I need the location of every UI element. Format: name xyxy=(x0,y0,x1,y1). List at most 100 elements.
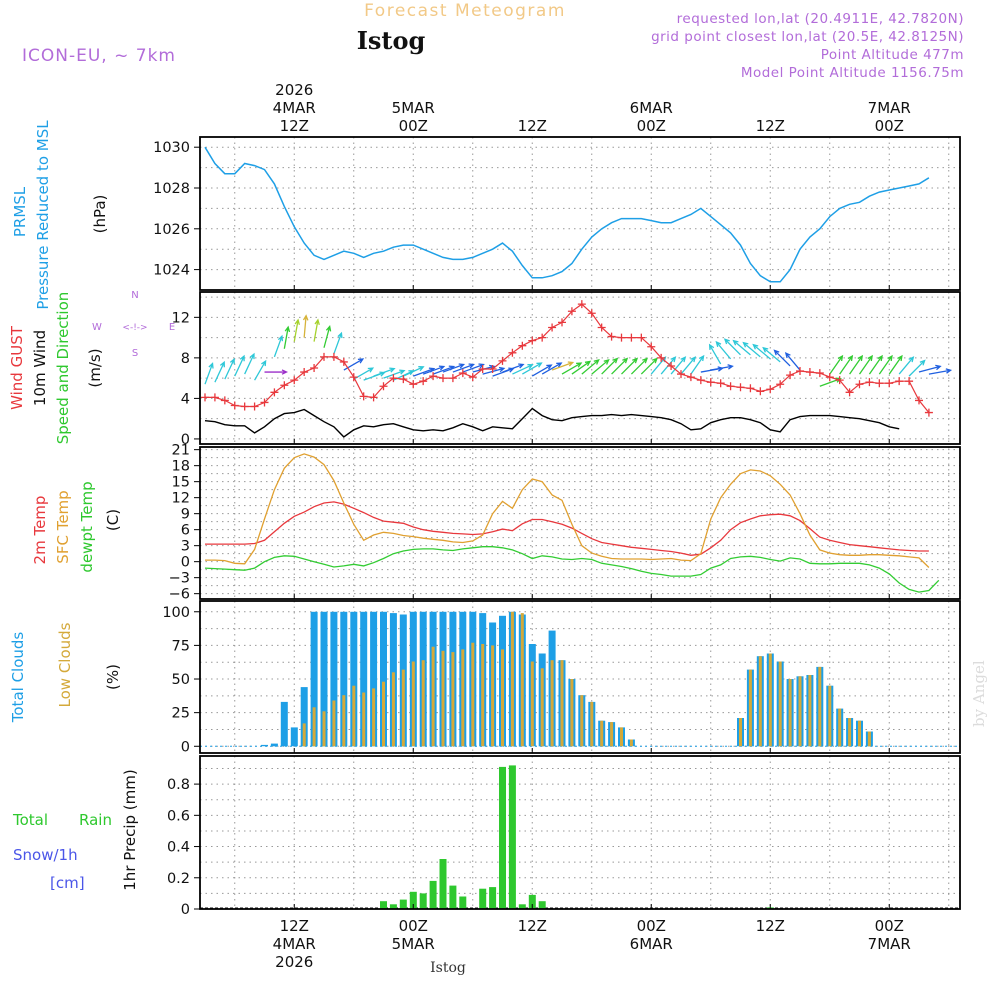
wind-arrow xyxy=(888,354,903,375)
low-cloud-bar xyxy=(540,668,544,747)
gust-marker xyxy=(429,372,438,381)
y-tick-label: 18 xyxy=(172,459,190,475)
gust-marker xyxy=(686,373,695,382)
gust-marker xyxy=(458,369,467,378)
pressure-marks xyxy=(204,146,930,283)
temp-dewpt-label: dewpt Temp xyxy=(78,481,96,572)
precip-snow-label: Snow/1h xyxy=(13,846,78,864)
wind-arrow xyxy=(333,331,343,355)
rain-bar xyxy=(380,901,387,909)
low-cloud-bar xyxy=(501,649,504,747)
gust-marker xyxy=(885,379,894,388)
gust-marker xyxy=(240,402,249,411)
gust-line xyxy=(205,303,930,413)
gust-marker xyxy=(548,323,557,332)
gust-marker xyxy=(667,361,676,370)
wind-arrow xyxy=(531,364,553,377)
y-tick-label: 0 xyxy=(181,432,190,448)
low-cloud-bar xyxy=(372,688,376,747)
pressure-label-prmsl: PRMSL xyxy=(11,186,29,237)
gust-marker xyxy=(201,393,209,402)
wind-arrow xyxy=(708,343,722,365)
low-cloud-bar xyxy=(411,661,415,747)
top-time-label: 2026 xyxy=(275,81,313,99)
requested-coords: requested lon,lat (20.4911E, 42.7820N) xyxy=(677,11,964,27)
gust-marker xyxy=(677,370,685,379)
gust-marker xyxy=(577,300,586,309)
gust-marker xyxy=(915,396,923,405)
panel-frame xyxy=(199,136,961,291)
low-cloud-bar xyxy=(302,723,306,747)
pressure-grid xyxy=(200,137,960,290)
bottom-time-label: 00Z xyxy=(875,917,904,935)
gust-marker xyxy=(558,318,566,327)
bottom-time-label: 7MAR xyxy=(868,935,911,953)
bottom-station-label: Istog xyxy=(430,960,466,976)
gust-marker xyxy=(786,371,795,380)
low-cloud-bar xyxy=(391,672,395,747)
bottom-time-label: 00Z xyxy=(399,917,428,935)
wind-arrow xyxy=(313,318,320,342)
gust-marker xyxy=(379,382,388,391)
gust-marker xyxy=(855,380,864,389)
gust-marker xyxy=(290,376,299,385)
low-cloud-bar xyxy=(600,720,604,747)
pressure-y-axis: 1024 1026 1028 1030 xyxy=(153,140,890,290)
y-tick-label: 0 xyxy=(181,739,190,755)
wind-arrow xyxy=(829,354,844,375)
total-cloud-bar xyxy=(340,611,348,747)
precip-grid xyxy=(200,756,960,909)
low-cloud-bar xyxy=(520,613,524,747)
low-cloud-bar xyxy=(838,708,842,747)
rain-bar xyxy=(389,904,397,909)
gust-marker xyxy=(796,367,804,376)
total-cloud-bar xyxy=(370,611,378,747)
gust-marker xyxy=(815,369,824,378)
top-time-label: 12Z xyxy=(756,117,785,135)
total-cloud-bar xyxy=(380,611,387,747)
dewpoint-line xyxy=(204,546,940,593)
gust-marker xyxy=(220,396,229,405)
rain-bar xyxy=(489,887,497,909)
wind-arrow xyxy=(928,368,953,375)
rain-bar xyxy=(518,904,526,909)
gust-marker xyxy=(607,332,616,341)
bottom-time-label: 12Z xyxy=(280,917,309,935)
wind-arrow xyxy=(442,363,466,373)
compass-rose: N W E S <-!-> xyxy=(92,290,175,359)
gust-marker xyxy=(905,377,914,386)
wind-arrow xyxy=(732,339,751,356)
y-tick-label: 21 xyxy=(172,443,190,459)
top-time-label: 00Z xyxy=(637,117,666,135)
panel-frame xyxy=(199,600,961,754)
rain-bar xyxy=(459,896,467,909)
gust-marker xyxy=(726,382,735,391)
gust-marker xyxy=(409,380,418,389)
gust-marker xyxy=(597,323,606,332)
total-cloud-bar xyxy=(360,611,368,747)
wind-y-axis: 0 4 8 12 xyxy=(172,310,890,448)
wind-arrow xyxy=(214,360,225,383)
y-tick-label: 4 xyxy=(181,391,190,407)
gust-marker xyxy=(657,353,666,362)
gust-marker xyxy=(865,378,874,387)
gust-marker xyxy=(349,373,358,382)
gust-marker xyxy=(210,393,219,402)
wind-arrow xyxy=(723,338,741,356)
low-cloud-bar xyxy=(510,611,514,747)
gust-marker xyxy=(300,368,309,377)
gust-marker xyxy=(627,333,636,342)
gust-marker xyxy=(825,373,834,382)
wind-grid xyxy=(200,292,960,444)
wind-arrow xyxy=(283,325,291,349)
gust-marker xyxy=(508,348,517,357)
clouds-panel: Total Clouds Low Clouds (%) 0 25 50 75 100 xyxy=(9,601,960,755)
gust-marker xyxy=(647,342,656,351)
gust-marker xyxy=(250,402,259,411)
low-cloud-bar xyxy=(739,718,742,747)
low-cloud-bar xyxy=(382,681,385,747)
wind-arrow xyxy=(234,354,245,377)
y-tick-label: 12 xyxy=(172,310,190,326)
y-tick-label: 3 xyxy=(181,539,190,555)
compass-west: W xyxy=(92,322,102,333)
